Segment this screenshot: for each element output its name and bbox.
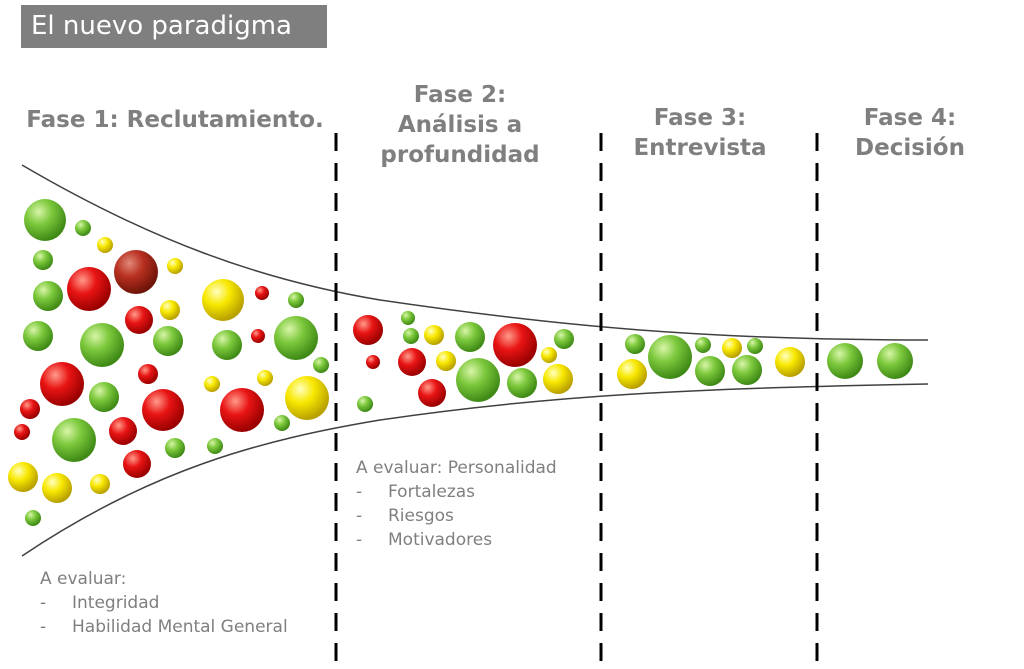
yellow-candidate-ball [543,364,573,394]
green-candidate-ball [357,396,373,412]
green-candidate-ball [732,355,762,385]
green-candidate-ball [207,438,223,454]
phase-4-title: Fase 4: Decisión [855,105,965,161]
green-candidate-ball [23,321,53,351]
yellow-candidate-ball [8,462,38,492]
red-candidate-ball [220,388,264,432]
bullet-dash: - [40,593,47,613]
evaluation-item: - Fortalezas [356,480,557,504]
green-candidate-ball [33,250,53,270]
green-candidate-ball [554,329,574,349]
bullet-dash: - [40,617,47,637]
phase-1-title: Fase 1: Reclutamiento. [26,107,324,133]
green-candidate-ball [80,323,124,367]
green-candidate-ball [33,281,63,311]
evaluation-item-label: Fortalezas [388,482,476,502]
yellow-candidate-ball [257,370,273,386]
red-candidate-ball [14,424,30,440]
bullet-dash: - [356,506,363,526]
yellow-candidate-ball [202,279,244,321]
green-candidate-ball [827,343,863,379]
yellow-candidate-ball [541,347,557,363]
red-candidate-ball [109,417,137,445]
evaluation-item: - Motivadores [356,528,557,552]
green-candidate-ball [695,356,725,386]
red-candidate-ball [123,450,151,478]
green-candidate-ball [455,322,485,352]
evaluation-heading: A evaluar: Personalidad [356,458,557,478]
green-candidate-ball [89,382,119,412]
green-candidate-ball [456,358,500,402]
green-candidate-ball [24,199,66,241]
green-candidate-ball [877,343,913,379]
phase-2-evaluation: A evaluar: Personalidad - Fortalezas - R… [356,456,557,552]
yellow-candidate-ball [775,347,805,377]
yellow-candidate-ball [204,376,220,392]
red-candidate-ball [142,389,184,431]
evaluation-item: - Integridad [40,591,288,615]
green-candidate-ball [75,220,91,236]
yellow-candidate-ball [436,351,456,371]
evaluation-item-label: Habilidad Mental General [72,617,288,637]
red-candidate-ball [40,362,84,406]
green-candidate-ball [165,438,185,458]
yellow-candidate-ball [424,325,444,345]
green-candidate-ball [153,326,183,356]
red-candidate-ball [398,348,426,376]
yellow-candidate-ball [617,359,647,389]
evaluation-item-label: Motivadores [388,530,493,550]
page-title: El nuevo paradigma [21,5,327,48]
evaluation-heading: A evaluar: [40,569,127,589]
yellow-candidate-ball [722,338,742,358]
red-candidate-ball [418,379,446,407]
green-candidate-ball [212,330,242,360]
red-candidate-ball [138,364,158,384]
candidate-balls [8,199,913,526]
red-candidate-ball [255,286,269,300]
evaluation-item: - Habilidad Mental General [40,615,288,639]
yellow-candidate-ball [90,474,110,494]
bullet-dash: - [356,482,363,502]
green-candidate-ball [648,335,692,379]
red-candidate-ball [251,329,265,343]
green-candidate-ball [403,328,419,344]
green-candidate-ball [313,357,329,373]
funnel-top-curve [21,164,929,341]
red-candidate-ball [20,399,40,419]
green-candidate-ball [401,311,415,325]
red-candidate-ball [67,267,111,311]
red-candidate-ball [493,323,537,367]
evaluation-item-label: Integridad [72,593,160,613]
phase-2-title: Fase 2: Análisis a profundidad [380,82,540,168]
green-candidate-ball [274,415,290,431]
green-candidate-ball [695,337,711,353]
funnel-bottom-curve [21,383,929,557]
green-candidate-ball [52,418,96,462]
bullet-dash: - [356,530,363,550]
red-candidate-ball [353,315,383,345]
green-candidate-ball [25,510,41,526]
green-candidate-ball [288,292,304,308]
green-candidate-ball [274,316,318,360]
darkred-candidate-ball [114,250,158,294]
evaluation-item-label: Riesgos [388,506,454,526]
green-candidate-ball [625,334,645,354]
yellow-candidate-ball [160,300,180,320]
red-candidate-ball [125,306,153,334]
evaluation-item: - Riesgos [356,504,557,528]
green-candidate-ball [507,368,537,398]
green-candidate-ball [747,338,763,354]
yellow-candidate-ball [42,473,72,503]
yellow-candidate-ball [97,237,113,253]
yellow-candidate-ball [285,376,329,420]
phase-3-title: Fase 3: Entrevista [633,105,767,161]
yellow-candidate-ball [167,258,183,274]
phase-1-evaluation: A evaluar: - Integridad - Habilidad Ment… [40,567,288,639]
red-candidate-ball [366,355,380,369]
